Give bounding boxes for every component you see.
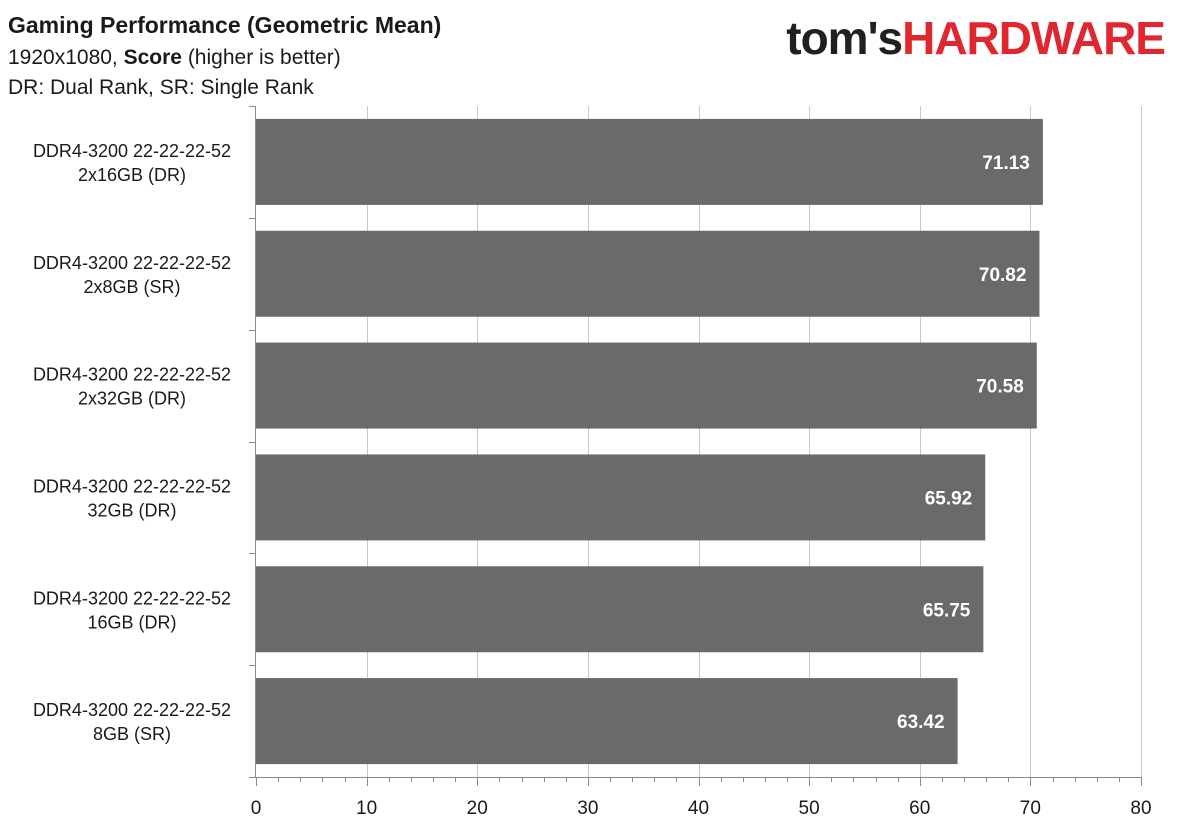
x-tick-label-70: 70 [1020,798,1041,819]
bar-5 [256,678,958,765]
category-label-5: DDR4-3200 22-22-22-52 8GB (SR) [33,700,231,744]
logo-part-toms: tom's [786,12,903,64]
category-label-3-line-0: DDR4-3200 22-22-22-52 [33,476,231,496]
category-label-5-line-0: DDR4-3200 22-22-22-52 [33,700,231,720]
x-tick-label-10: 10 [356,798,377,819]
chart-title: Gaming Performance (Geometric Mean) [8,12,442,38]
subtitle-prefix: 1920x1080, [8,46,124,69]
bar-2 [256,342,1037,429]
category-label-3: DDR4-3200 22-22-22-52 32GB (DR) [33,476,231,520]
chart-subtitle: 1920x1080, Score (higher is better) [8,43,341,73]
value-label-4: 65.75 [923,600,971,621]
x-tick-label-80: 80 [1130,798,1151,819]
x-tick-label-30: 30 [577,798,598,819]
category-label-2-line-1: 2x32GB (DR) [78,389,186,409]
category-label-2: DDR4-3200 22-22-22-52 2x32GB (DR) [33,365,231,409]
bar-3 [256,454,986,541]
x-tick-label-50: 50 [799,798,820,819]
bar-1 [256,230,1040,317]
category-label-0-line-0: DDR4-3200 22-22-22-52 [33,141,231,161]
category-label-5-line-1: 8GB (SR) [93,724,171,744]
category-label-4-line-1: 16GB (DR) [87,612,176,632]
category-label-3-line-1: 32GB (DR) [87,500,176,520]
chart-note: DR: Dual Rank, SR: Single Rank [8,76,314,99]
x-tick-label-60: 60 [909,798,930,819]
logo-part-hardware: HARDWARE [902,12,1166,64]
value-label-3: 65.92 [925,488,973,509]
value-label-0: 71.13 [982,153,1030,174]
x-tick-label-40: 40 [688,798,709,819]
value-label-5: 63.42 [897,712,945,733]
category-label-4-line-0: DDR4-3200 22-22-22-52 [33,588,231,608]
bar-0 [256,118,1043,205]
toms-hardware-logo: tom'sHARDWARE [786,8,1166,68]
category-label-1-line-0: DDR4-3200 22-22-22-52 [33,253,231,273]
x-tick-label-20: 20 [467,798,488,819]
category-label-4: DDR4-3200 22-22-22-52 16GB (DR) [33,588,231,632]
x-tick-label-0: 0 [251,798,262,819]
category-label-0-line-1: 2x16GB (DR) [78,165,186,185]
category-label-1-line-1: 2x8GB (SR) [83,277,180,297]
value-label-2: 70.58 [976,377,1024,398]
category-label-0: DDR4-3200 22-22-22-52 2x16GB (DR) [33,141,231,185]
value-label-1: 70.82 [979,265,1027,286]
bar-4 [256,566,984,653]
category-label-2-line-0: DDR4-3200 22-22-22-52 [33,365,231,385]
subtitle-suffix: (higher is better) [181,46,341,69]
category-label-1: DDR4-3200 22-22-22-52 2x8GB (SR) [33,253,231,297]
subtitle-metric: Score [123,46,182,69]
